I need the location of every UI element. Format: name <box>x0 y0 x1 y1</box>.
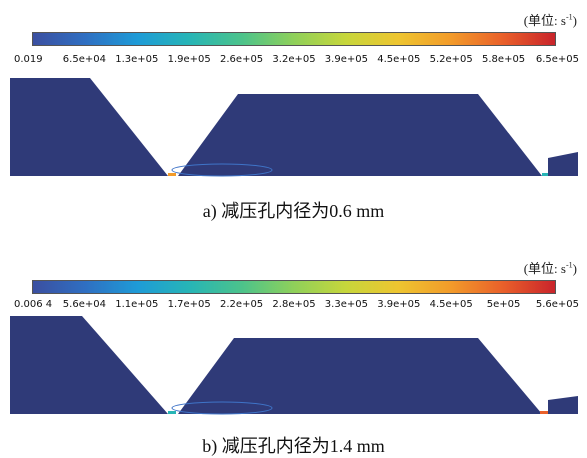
colorbar-ticks: 0.019 6.5e+04 1.3e+05 1.9e+05 2.6e+05 3.2e+05… <box>0 54 587 68</box>
colorbar-tick-label: 3.9e+05 <box>377 299 421 310</box>
colorbar <box>32 280 556 294</box>
colorbar-tick-label: 6.5e+04 <box>62 54 106 65</box>
unit-label: (单位: s-1) <box>523 12 577 28</box>
colorbar-tick-label: 3.2e+05 <box>272 54 316 65</box>
colorbar-tick-label: 3.3e+05 <box>324 299 368 310</box>
fluid-domain-left <box>10 316 168 414</box>
colorbar-tick-label: 2.2e+05 <box>220 299 264 310</box>
orifice-hotspot-right <box>542 173 548 176</box>
colorbar-tick-label: 1.1e+05 <box>115 299 159 310</box>
fluid-domain-right <box>548 396 578 414</box>
orifice-hotspot-left <box>168 173 176 176</box>
orifice-hotspot-left <box>168 411 176 414</box>
colorbar-tick-label: 0.019 <box>14 54 43 65</box>
jet-contour <box>171 163 273 177</box>
colorbar-tick-label: 1.7e+05 <box>167 299 211 310</box>
shear-rate-field <box>10 316 578 415</box>
fluid-domain-right <box>548 152 578 176</box>
colorbar-tick-label: 4.5e+05 <box>429 299 473 310</box>
colorbar-ticks: 0.006 4 5.6e+04 1.1e+05 1.7e+05 2.2e+05 2.8e+… <box>0 299 587 313</box>
unit-label: (单位: s-1) <box>523 260 577 276</box>
colorbar-tick-label: 5.8e+05 <box>482 54 526 65</box>
colorbar-tick-label: 1.9e+05 <box>167 54 211 65</box>
orifice-hotspot-right <box>540 411 548 414</box>
colorbar-tick-label: 2.8e+05 <box>272 299 316 310</box>
jet-contour <box>171 401 273 415</box>
colorbar-tick-label: 3.9e+05 <box>324 54 368 65</box>
shear-rate-field <box>10 78 578 177</box>
caption: b) 减压孔内径为1.4 mm <box>202 436 385 456</box>
colorbar-tick-label: 1.3e+05 <box>115 54 159 65</box>
colorbar-tick-label: 5.6e+04 <box>62 299 106 310</box>
colorbar-tick-label: 5e+05 <box>486 299 521 310</box>
colorbar <box>32 32 556 46</box>
colorbar-tick-label: 5.6e+05 <box>535 299 579 310</box>
colorbar-tick-label: 2.6e+05 <box>220 54 264 65</box>
caption: a) 减压孔内径为0.6 mm <box>202 201 385 221</box>
colorbar-tick-label: 0.006 4 <box>14 299 53 310</box>
fluid-domain-middle <box>178 94 542 176</box>
colorbar-tick-label: 6.5e+05 <box>535 54 579 65</box>
fluid-domain-left <box>10 78 168 176</box>
fluid-domain-middle <box>178 338 542 414</box>
colorbar-tick-label: 5.2e+05 <box>429 54 473 65</box>
colorbar-tick-label: 4.5e+05 <box>377 54 421 65</box>
